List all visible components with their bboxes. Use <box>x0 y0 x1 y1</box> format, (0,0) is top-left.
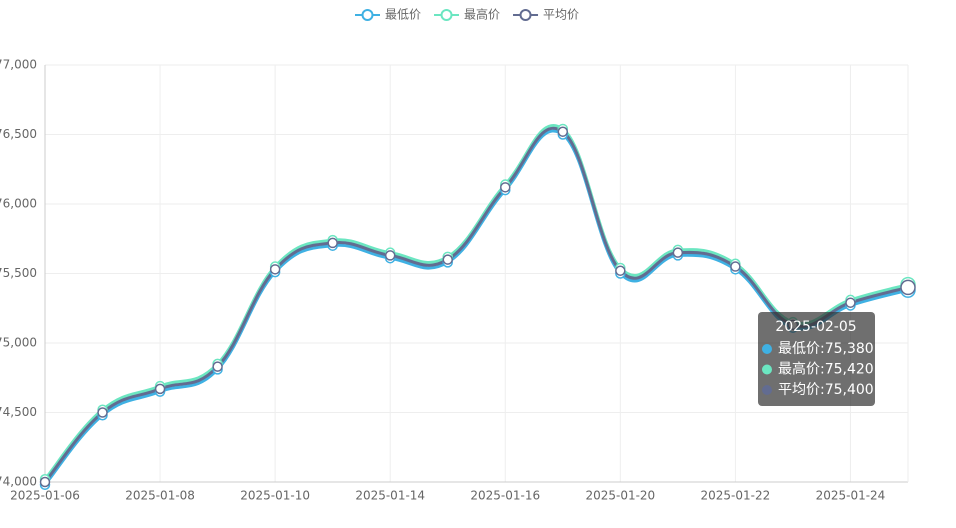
y-tick-label: 74,000 <box>0 475 37 489</box>
x-tick-label: 2025-01-06 <box>10 489 80 503</box>
data-point[interactable] <box>845 297 856 308</box>
tooltip-title: 2025-02-05 <box>775 319 856 335</box>
tooltip-sep: : <box>820 382 825 398</box>
x-tick-label: 2025-01-20 <box>585 489 655 503</box>
x-tick-label: 2025-01-10 <box>240 489 310 503</box>
data-point[interactable] <box>154 383 166 395</box>
y-tick-label: 76,000 <box>0 197 37 211</box>
x-tick-label: 2025-01-16 <box>470 489 540 503</box>
legend-item[interactable]: 最高价 <box>434 7 500 22</box>
tooltip-dot <box>762 364 772 375</box>
data-point[interactable] <box>212 361 223 372</box>
tooltip-sep: : <box>820 362 825 378</box>
tooltip-value: 75,400 <box>825 382 874 398</box>
series-line <box>43 129 909 486</box>
tooltip-box <box>758 312 875 406</box>
legend-icon <box>361 9 374 21</box>
data-point[interactable] <box>900 279 916 296</box>
tooltip-sep: : <box>820 341 825 357</box>
tooltip-value: 75,380 <box>825 341 874 357</box>
series-line <box>43 126 909 483</box>
x-tick-label: 2025-01-14 <box>355 489 425 503</box>
tooltip-row: 最高价:75,420 <box>778 361 874 378</box>
legend-icon <box>519 9 532 21</box>
legend-label: 最高价 <box>464 7 500 22</box>
data-point[interactable] <box>97 407 108 418</box>
x-tick-label: 2025-01-22 <box>701 489 771 503</box>
y-tick-label: 76,500 <box>0 127 37 141</box>
tooltip-value: 75,420 <box>825 362 874 378</box>
x-tick-label: 2025-01-24 <box>816 489 886 503</box>
x-tick-label: 2025-01-08 <box>125 489 195 503</box>
data-point[interactable] <box>327 237 338 249</box>
tooltip-dot <box>762 385 772 395</box>
tooltip-dot <box>762 344 772 354</box>
tooltip-name: 最高价 <box>778 361 820 378</box>
data-point[interactable] <box>500 182 511 193</box>
tooltip-name: 平均价 <box>778 382 820 398</box>
y-tick-label: 77,000 <box>0 58 37 72</box>
tooltip-row: 最低价:75,380 <box>778 341 874 357</box>
data-point[interactable] <box>730 261 741 272</box>
data-point[interactable] <box>384 250 396 261</box>
legend-item[interactable]: 最低价 <box>355 8 421 22</box>
series-line <box>43 124 909 481</box>
data-point[interactable] <box>557 126 569 137</box>
y-tick-label: 75,000 <box>0 336 37 350</box>
y-tick-label: 75,500 <box>0 266 37 280</box>
data-point[interactable] <box>672 247 684 258</box>
y-tick-label: 74,500 <box>0 405 37 419</box>
legend-icon <box>440 9 453 21</box>
data-point[interactable] <box>442 254 453 265</box>
legend-item[interactable]: 平均价 <box>513 8 579 22</box>
data-point[interactable] <box>39 476 51 488</box>
tooltip-name: 最低价 <box>778 341 820 357</box>
legend-label: 平均价 <box>543 8 579 22</box>
legend-label: 最低价 <box>385 8 421 22</box>
data-point[interactable] <box>269 264 281 275</box>
tooltip-row: 平均价:75,400 <box>778 382 874 398</box>
data-point[interactable] <box>615 265 626 276</box>
